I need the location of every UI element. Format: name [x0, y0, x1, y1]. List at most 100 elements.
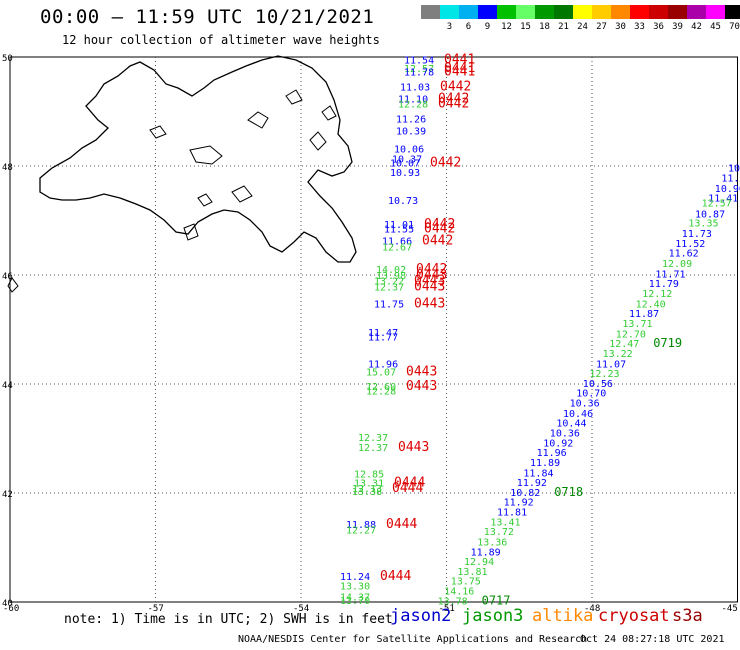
- time-label: 0441: [444, 61, 475, 76]
- swh-label: 10.39: [396, 127, 426, 138]
- legend-swatch: [421, 5, 440, 19]
- coastline-island: [247, 111, 269, 129]
- swh-label: 11.84: [523, 468, 553, 479]
- page-subtitle: 12 hour collection of altimeter wave hei…: [62, 33, 380, 47]
- satellite-label-s3a: s3a: [672, 606, 703, 626]
- time-label: 0442: [422, 234, 453, 249]
- swh-label: 13.78: [438, 596, 468, 607]
- newfoundland-coastline: [39, 55, 357, 263]
- time-label: 0443: [406, 364, 437, 379]
- legend-label: 30: [615, 22, 626, 32]
- swh-label: 12.12: [642, 289, 672, 300]
- swh-label: 10.70: [576, 389, 606, 400]
- legend-swatch: [611, 5, 630, 19]
- swh-label: 11.92: [517, 478, 547, 489]
- swh-label: 10.82: [510, 488, 540, 499]
- swh-label: 10.56: [583, 379, 613, 390]
- swh-label: 13.81: [457, 567, 487, 578]
- time-label: 0443: [416, 268, 447, 283]
- swh-label: 11.03: [400, 82, 430, 93]
- swh-label: 10.96: [715, 184, 740, 195]
- swh-label: 12.09: [662, 259, 692, 270]
- time-label: 0442: [438, 96, 469, 111]
- legend-swatch: [630, 5, 649, 19]
- swh-label: 11.96: [368, 359, 398, 370]
- time-label: 0444: [386, 517, 417, 532]
- swh-label: 10.92: [543, 438, 573, 449]
- time-label: 0443: [414, 273, 445, 288]
- legend-swatch: [478, 5, 497, 19]
- swh-label: 11.66: [382, 237, 412, 248]
- legend-color-bar: [421, 5, 740, 19]
- satellite-label-altika: altika: [532, 606, 594, 626]
- lon-tick-label: -51: [439, 604, 455, 614]
- lat-tick-label: 46: [2, 272, 13, 282]
- time-label: 0442: [430, 156, 461, 171]
- legend-label: 3: [446, 22, 453, 32]
- swh-label: 11.92: [504, 498, 534, 509]
- swh-label: 11.96: [537, 448, 567, 459]
- swh-label: 10.44: [556, 419, 586, 430]
- legend-label: 9: [484, 22, 491, 32]
- lon-tick-label: -45: [722, 604, 738, 614]
- swh-label: 11.89: [471, 547, 501, 558]
- time-label: 0442: [438, 91, 469, 106]
- lon-tick-label: -57: [148, 604, 164, 614]
- swh-label: 13.71: [622, 319, 652, 330]
- swh-label: 10.93: [390, 168, 420, 179]
- swh-label: 12.40: [636, 299, 666, 310]
- swh-label: 13.72: [484, 527, 514, 538]
- legend-swatch: [725, 5, 740, 19]
- lat-tick-label: 40: [2, 599, 13, 609]
- swh-label: 13.31: [354, 479, 384, 490]
- time-label: 0717: [482, 593, 511, 607]
- lon-tick-label: -54: [293, 604, 309, 614]
- legend-label: 39: [672, 22, 683, 32]
- swh-label: 13.36: [477, 538, 507, 549]
- legend-swatch: [649, 5, 668, 19]
- swh-label: 13.30: [340, 582, 370, 593]
- swh-label: 10.07: [390, 159, 420, 170]
- swh-label: 14.02: [376, 265, 406, 276]
- time-label: 0444: [394, 476, 425, 491]
- swh-label: 13.70: [340, 596, 370, 607]
- time-label: 0442: [416, 262, 447, 277]
- swh-label: 13.98: [376, 271, 406, 282]
- swh-label: 12.47: [609, 339, 639, 350]
- coastline-island: [231, 185, 253, 203]
- legend-label: 18: [539, 22, 550, 32]
- legend-label: 24: [577, 22, 588, 32]
- swh-label: 13.22: [374, 276, 404, 287]
- swh-label: 12.94: [464, 557, 494, 568]
- swh-label: 11.54: [404, 56, 434, 67]
- swh-label: 14.37: [340, 593, 370, 604]
- time-label: 0441: [444, 65, 475, 80]
- time-label: 0444: [380, 569, 411, 584]
- swh-label: 11.0_: [721, 173, 740, 184]
- swh-label: 12.37: [374, 282, 404, 293]
- swh-label: 11.26: [396, 115, 426, 126]
- legend-swatch: [440, 5, 459, 19]
- coastline-island: [321, 105, 337, 121]
- coastline-island: [309, 131, 327, 151]
- time-label: 0441: [444, 53, 475, 68]
- swh-label: 12.57: [404, 64, 434, 75]
- legend-swatch: [497, 5, 516, 19]
- swh-label: 10.37: [392, 154, 422, 165]
- swh-label: 10.36: [570, 399, 600, 410]
- swh-label: 11.75: [374, 299, 404, 310]
- legend-swatch: [592, 5, 611, 19]
- swh-label: 10.46: [563, 409, 593, 420]
- time-label: 0442: [440, 79, 471, 94]
- time-label: 0443: [414, 296, 445, 311]
- swh-label: 10.__: [728, 164, 740, 175]
- swh-label: 12.23: [589, 369, 619, 380]
- swh-label: 12.85: [354, 469, 384, 480]
- swh-label: 10.36: [550, 429, 580, 440]
- coastline-island: [285, 89, 303, 105]
- swh-label: 11.79: [649, 279, 679, 290]
- time-label: 0719: [653, 336, 682, 350]
- legend-label: 45: [710, 22, 721, 32]
- swh-label: 11.77: [368, 333, 398, 344]
